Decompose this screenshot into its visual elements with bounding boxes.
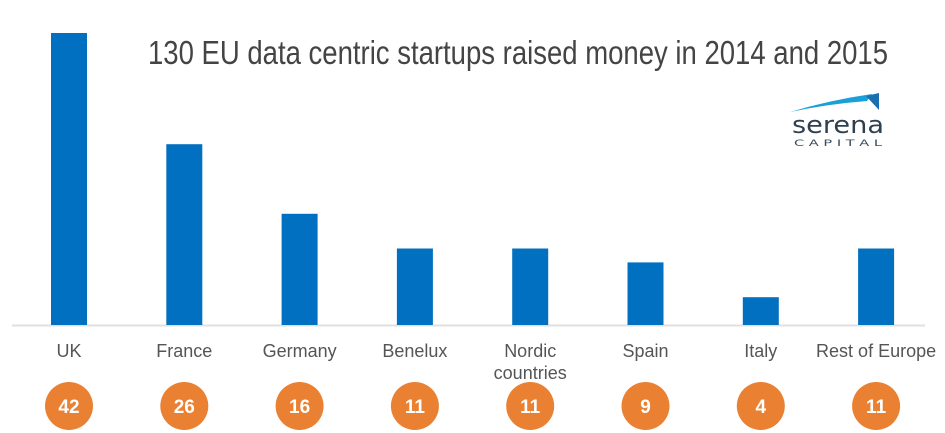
value-bubble-benelux (390, 382, 439, 430)
category-label-france: France (156, 341, 212, 361)
value-bubble-rest-of-europe (852, 382, 901, 430)
category-label-spain: Spain (622, 341, 668, 361)
data-label-benelux: 11 (405, 397, 426, 418)
value-bubble-france (160, 382, 209, 430)
bar-germany (281, 213, 318, 325)
bar-spain (627, 262, 664, 325)
chart-title: 130 EU data centric startups raised mone… (148, 34, 888, 71)
category-label-rest-of-europe: Rest of Europe (816, 341, 936, 361)
data-label-france: 26 (174, 397, 195, 418)
data-label-uk: 42 (58, 397, 79, 418)
bar-italy (742, 297, 779, 325)
logo-wordmark: serena (792, 111, 884, 139)
data-label-italy: 4 (756, 397, 767, 418)
category-label-benelux: Benelux (382, 341, 447, 361)
bar-rest-of-europe (858, 248, 895, 325)
value-bubble-uk (45, 382, 93, 430)
bar-nordic-countries (512, 248, 549, 325)
data-label-rest-of-europe: 11 (866, 397, 887, 418)
data-label-germany: 16 (289, 397, 310, 418)
serena-capital-logo: serena C A P I T A L (790, 93, 884, 149)
category-label-uk: UK (56, 341, 81, 361)
category-label-germany: Germany (263, 341, 337, 361)
category-label-nordic-countries: countries (494, 363, 567, 383)
logo-subtitle: C A P I T A L (794, 139, 882, 149)
category-label-nordic-countries: Nordic (504, 341, 556, 361)
logo-swoosh-icon (790, 94, 872, 112)
value-bubbles-group: 42 26 16 11 11 9 4 11 (45, 382, 901, 430)
bar-uk (51, 33, 87, 325)
category-label-italy: Italy (744, 341, 777, 361)
data-label-spain: 9 (640, 397, 651, 418)
value-bubble-spain (621, 382, 670, 430)
bar-benelux (396, 248, 433, 325)
value-bubble-germany (275, 382, 324, 430)
value-bubble-italy (736, 382, 785, 430)
data-label-nordic-countries: 11 (520, 397, 541, 418)
value-bubble-nordic-countries (506, 382, 555, 430)
logo-arrow-icon (866, 93, 879, 110)
bar-france (166, 144, 203, 325)
bars-group (51, 33, 895, 325)
